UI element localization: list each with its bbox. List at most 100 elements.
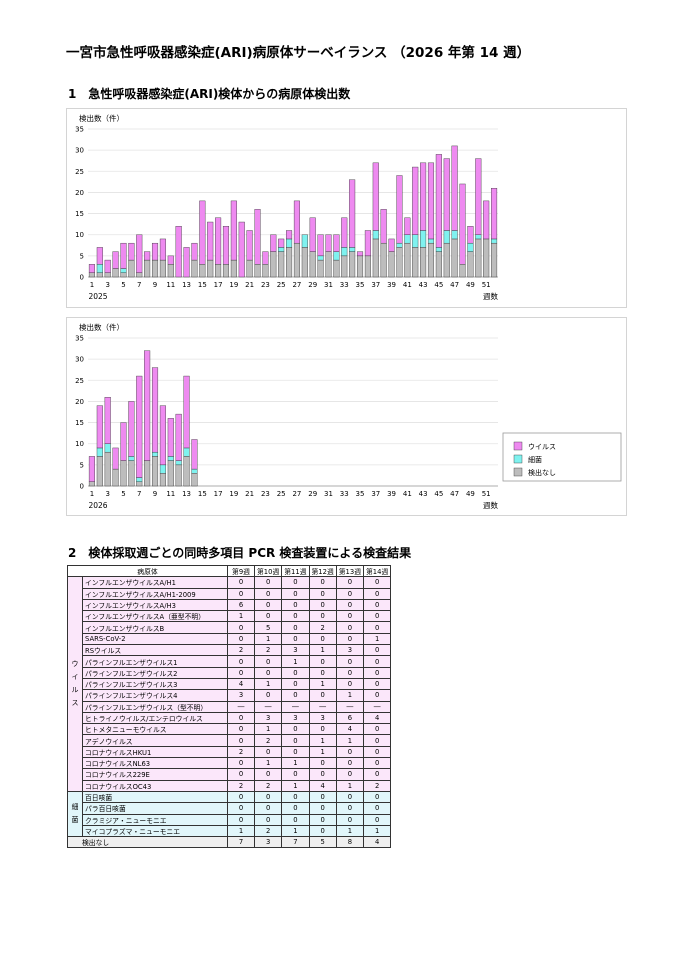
bar-virus bbox=[349, 179, 356, 248]
bar-virus bbox=[104, 396, 111, 444]
count-cell: 1 bbox=[227, 824, 255, 838]
count-cell: 8 bbox=[335, 836, 365, 849]
bar-virus bbox=[175, 413, 182, 461]
pathogen-name: インフルエンザウイルスA/H1-2009 bbox=[82, 587, 228, 600]
bar-none bbox=[230, 259, 237, 278]
bar-none bbox=[167, 460, 174, 487]
bar-none bbox=[136, 481, 143, 487]
count-cell: 1 bbox=[308, 745, 337, 759]
bar-bacteria bbox=[120, 268, 127, 273]
count-cell: 0 bbox=[281, 587, 310, 600]
bar-bacteria bbox=[475, 234, 482, 240]
count-cell: 0 bbox=[281, 689, 310, 702]
bar-none bbox=[96, 456, 103, 487]
count-cell: 0 bbox=[281, 768, 310, 781]
bar-virus bbox=[207, 221, 214, 261]
count-cell: 0 bbox=[335, 655, 365, 668]
count-cell: 0 bbox=[227, 587, 255, 600]
count-cell: 0 bbox=[281, 813, 310, 826]
count-cell: 0 bbox=[227, 802, 255, 815]
count-cell: 0 bbox=[335, 587, 365, 600]
table-row: ヒトライノウイルス/エンテロウイルス 0 3 3 3 6 4 bbox=[68, 711, 392, 725]
y-tick-label: 35 bbox=[75, 335, 84, 343]
chart-2026-panel: 0 5 10 15 20 25 30 35 検出数（件） 1 3 5 7 9 11 13 15 17 19 21 23 2… bbox=[66, 317, 627, 516]
bar-virus bbox=[136, 234, 143, 273]
bar-bacteria bbox=[443, 230, 450, 244]
count-cell: 3 bbox=[335, 644, 365, 657]
count-cell: 6 bbox=[227, 598, 255, 612]
bar-bacteria bbox=[151, 451, 159, 457]
bar-none bbox=[356, 255, 364, 278]
y-tick-label: 20 bbox=[75, 189, 84, 197]
count-cell: 4 bbox=[308, 779, 337, 792]
header-pathogen: 病原体 bbox=[67, 564, 228, 578]
x-tick-label: 33 bbox=[340, 490, 349, 498]
bar-virus bbox=[356, 251, 364, 257]
count-cell: 0 bbox=[281, 621, 310, 634]
count-cell: ― bbox=[308, 700, 337, 713]
bar-none bbox=[246, 259, 253, 278]
count-cell: 0 bbox=[335, 813, 365, 826]
count-cell: 0 bbox=[362, 790, 392, 804]
bar-virus bbox=[309, 217, 316, 252]
bar-none bbox=[286, 247, 293, 278]
pathogen-name: アデノウイルス bbox=[82, 734, 228, 747]
count-cell: 0 bbox=[335, 598, 365, 612]
bar-none bbox=[112, 268, 119, 278]
bar-none bbox=[128, 460, 135, 487]
table-row: コロナウイルス229E 0 0 0 0 0 0 bbox=[68, 768, 392, 781]
count-cell: 0 bbox=[362, 689, 392, 702]
count-cell: 1 bbox=[308, 734, 337, 747]
bar-virus bbox=[435, 154, 442, 248]
bar-none bbox=[451, 238, 458, 278]
count-cell: 0 bbox=[362, 745, 392, 759]
bar-none bbox=[159, 473, 166, 487]
legend-box bbox=[502, 432, 622, 482]
table-row: コロナウイルスHKU1 2 0 0 1 0 0 bbox=[68, 745, 392, 759]
pathogen-name: インフルエンザウイルスA（亜型不明） bbox=[82, 610, 228, 623]
bar-virus bbox=[412, 166, 419, 235]
bar-virus bbox=[317, 234, 324, 257]
chart-2025-panel: 0 5 10 15 20 25 30 35 検出数（件） 1 3 5 7 9 11 13 15 17 19 21 23 2… bbox=[66, 108, 627, 308]
bar-none bbox=[491, 242, 498, 278]
bacteria-group-label: 細菌 bbox=[67, 790, 83, 838]
count-cell: 0 bbox=[335, 802, 365, 815]
bar-none bbox=[167, 264, 174, 278]
x-tick-label: 21 bbox=[245, 281, 254, 289]
bar-virus bbox=[183, 375, 190, 449]
pathogen-name: インフルエンザウイルスA/H1 bbox=[82, 576, 228, 589]
bar-virus bbox=[88, 456, 95, 482]
count-cell: 1 bbox=[308, 644, 337, 657]
bar-bacteria bbox=[427, 238, 435, 244]
count-cell: 0 bbox=[281, 677, 310, 691]
pathogen-name: SARS-CoV-2 bbox=[82, 632, 228, 646]
table-row: コロナウイルスNL63 0 1 1 0 0 0 bbox=[68, 757, 392, 770]
bar-none bbox=[120, 272, 127, 278]
bar-none bbox=[104, 272, 111, 278]
bar-none bbox=[136, 272, 143, 278]
count-cell: ― bbox=[227, 700, 255, 713]
y-axis-label: 検出数（件） bbox=[79, 113, 124, 123]
y-tick-label: 15 bbox=[75, 210, 84, 218]
count-cell: 0 bbox=[227, 768, 255, 781]
bar-virus bbox=[427, 162, 435, 240]
pathogen-name: 検出なし bbox=[67, 836, 228, 849]
count-cell: ― bbox=[335, 700, 365, 713]
bar-bacteria bbox=[333, 251, 340, 261]
bar-virus bbox=[120, 422, 127, 461]
bar-bacteria bbox=[404, 234, 411, 244]
x-tick-label: 45 bbox=[434, 490, 443, 498]
count-cell: 0 bbox=[362, 576, 392, 589]
legend-swatch bbox=[513, 454, 523, 464]
bar-virus bbox=[270, 234, 277, 252]
count-cell: 0 bbox=[335, 576, 365, 589]
bar-virus bbox=[341, 217, 348, 248]
count-cell: 0 bbox=[227, 632, 255, 646]
x-tick-label: 39 bbox=[387, 490, 396, 498]
count-cell: 2 bbox=[253, 734, 283, 747]
count-cell: 0 bbox=[335, 666, 365, 679]
count-cell: 0 bbox=[335, 677, 365, 691]
y-tick-label: 10 bbox=[75, 440, 84, 448]
pathogen-name: インフルエンザウイルスA/H3 bbox=[82, 598, 228, 612]
count-cell: 0 bbox=[227, 576, 255, 589]
